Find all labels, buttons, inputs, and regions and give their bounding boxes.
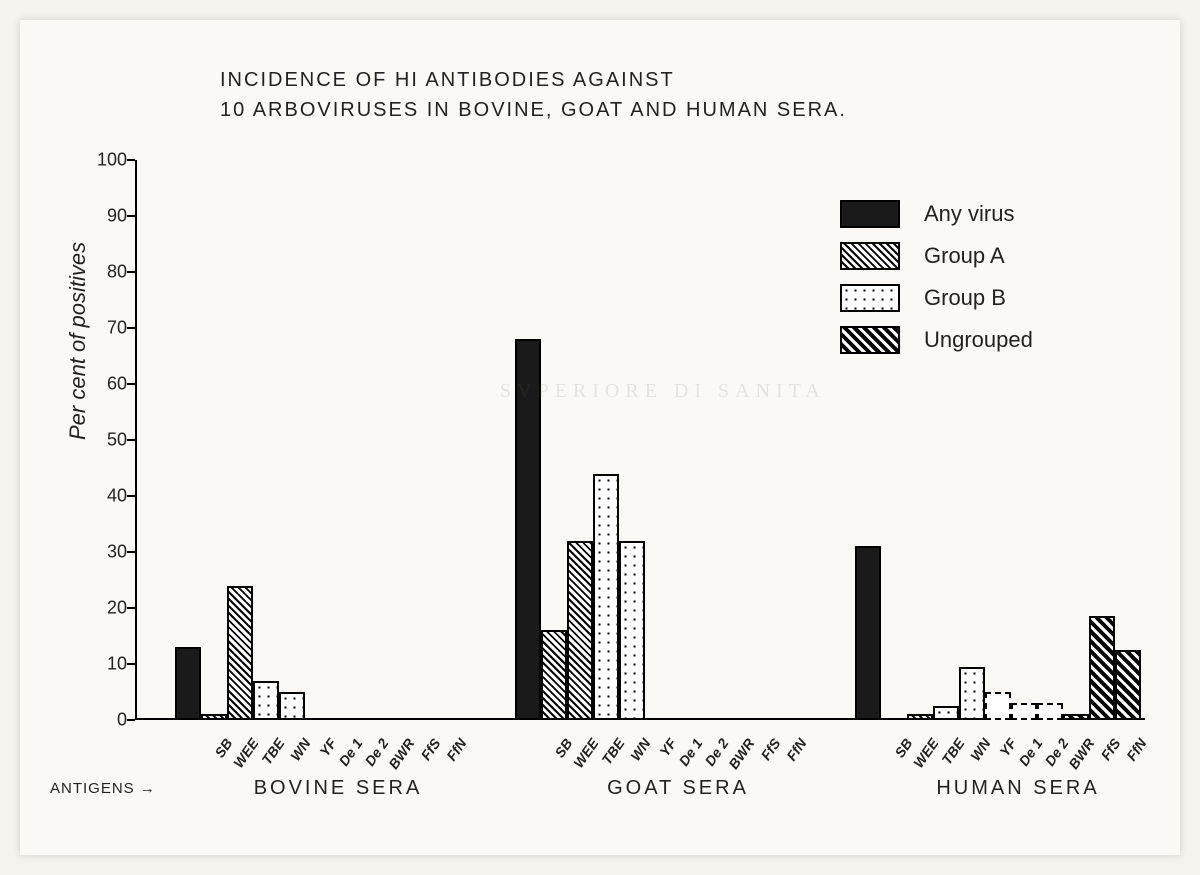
y-tick (127, 215, 135, 217)
y-tick (127, 607, 135, 609)
title-line-1: INCIDENCE OF HI ANTIBODIES AGAINST (220, 69, 675, 91)
legend-item: Any virus (840, 200, 1120, 228)
legend-swatch (840, 326, 900, 354)
y-axis-title: Per cent of positives (65, 242, 91, 440)
legend-label: Group A (924, 243, 1005, 269)
y-tick (127, 327, 135, 329)
bar (959, 667, 985, 720)
bar (175, 647, 201, 720)
y-tick (127, 159, 135, 161)
y-tick-label: 80 (91, 262, 127, 283)
bar (279, 692, 305, 720)
legend-swatch (840, 200, 900, 228)
y-tick (127, 271, 135, 273)
y-tick-label: 40 (91, 486, 127, 507)
legend-item: Group A (840, 242, 1120, 270)
bar (933, 706, 959, 720)
y-tick (127, 663, 135, 665)
y-tick-label: 60 (91, 374, 127, 395)
group-label: HUMAN SERA (875, 777, 1161, 800)
legend: Any virus Group A Group B Ungrouped (840, 200, 1120, 368)
chart-title: INCIDENCE OF HI ANTIBODIES AGAINST 10 AR… (220, 65, 847, 125)
bar (1115, 650, 1141, 720)
bar (1011, 703, 1037, 720)
y-tick-label: 90 (91, 206, 127, 227)
bar (227, 586, 253, 720)
bar (907, 714, 933, 720)
y-tick-label: 100 (91, 150, 127, 171)
bar (985, 692, 1011, 720)
bar (1089, 616, 1115, 720)
y-tick-label: 30 (91, 542, 127, 563)
paper-surface: INCIDENCE OF HI ANTIBODIES AGAINST 10 AR… (20, 20, 1180, 855)
legend-swatch (840, 242, 900, 270)
y-tick-label: 50 (91, 430, 127, 451)
bar (253, 681, 279, 720)
title-line-2: 10 ARBOVIRUSES IN BOVINE, GOAT AND HUMAN… (220, 99, 847, 121)
bar (855, 546, 881, 720)
bar (619, 541, 645, 720)
bar (567, 541, 593, 720)
y-tick-label: 70 (91, 318, 127, 339)
group-label: BOVINE SERA (195, 777, 481, 800)
legend-label: Any virus (924, 201, 1014, 227)
legend-item: Ungrouped (840, 326, 1120, 354)
bar (593, 474, 619, 720)
legend-label: Group B (924, 285, 1006, 311)
legend-label: Ungrouped (924, 327, 1033, 353)
y-tick (127, 551, 135, 553)
group-label: GOAT SERA (535, 777, 821, 800)
bar (1063, 714, 1089, 720)
y-tick-label: 0 (91, 710, 127, 731)
bar (201, 714, 227, 720)
y-axis-line (135, 160, 137, 720)
y-tick-label: 20 (91, 598, 127, 619)
legend-item: Group B (840, 284, 1120, 312)
bar (1037, 703, 1063, 720)
y-tick (127, 383, 135, 385)
antigens-axis-label: ANTIGENS → (50, 780, 156, 797)
watermark-text: SVPERIORE DI SANITA (500, 380, 826, 403)
y-tick (127, 495, 135, 497)
y-tick (127, 719, 135, 721)
legend-swatch (840, 284, 900, 312)
y-tick-label: 10 (91, 654, 127, 675)
bar (541, 630, 567, 720)
y-tick (127, 439, 135, 441)
